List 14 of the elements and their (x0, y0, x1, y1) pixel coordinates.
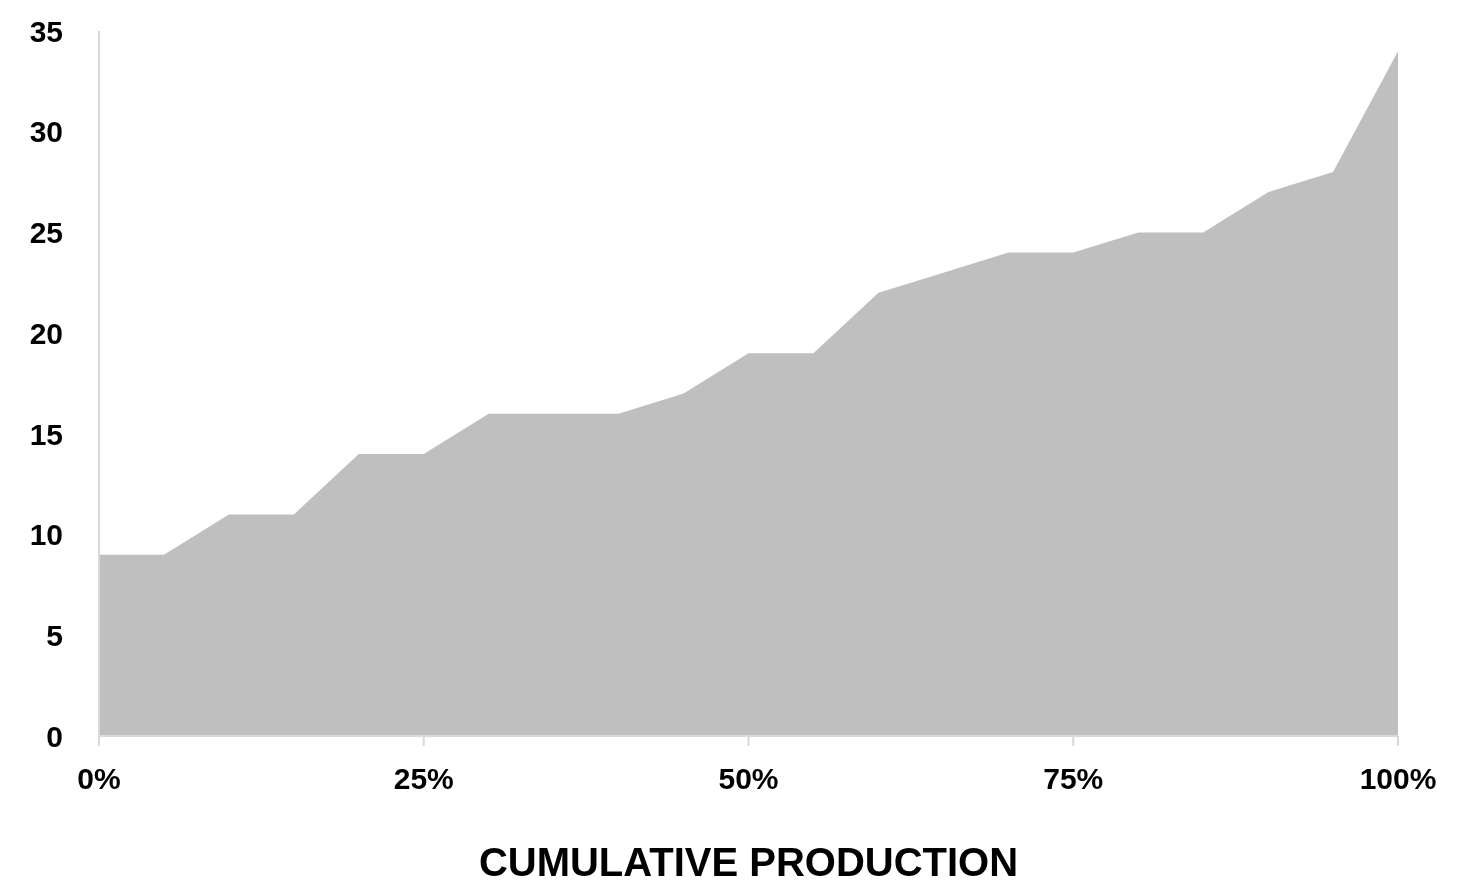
y-tick-label: 35 (29, 14, 63, 48)
y-tick-label: 25 (29, 216, 63, 250)
y-tick-label: 30 (29, 115, 63, 149)
x-axis-title: CUMULATIVE PRODUCTION (478, 840, 1019, 884)
y-tick-label: 0 (46, 719, 63, 753)
x-tick-label: 100% (1359, 762, 1437, 796)
x-tick-label: 75% (1043, 762, 1104, 796)
x-tick-label: 25% (393, 762, 454, 796)
x-tick-label: 0% (77, 762, 121, 796)
y-tick-label: 5 (46, 618, 63, 652)
y-tick-label: 10 (29, 518, 63, 552)
y-tick-label: 20 (29, 316, 63, 350)
y-tick-label: 15 (29, 417, 63, 451)
x-tick-label: 50% (718, 762, 779, 796)
